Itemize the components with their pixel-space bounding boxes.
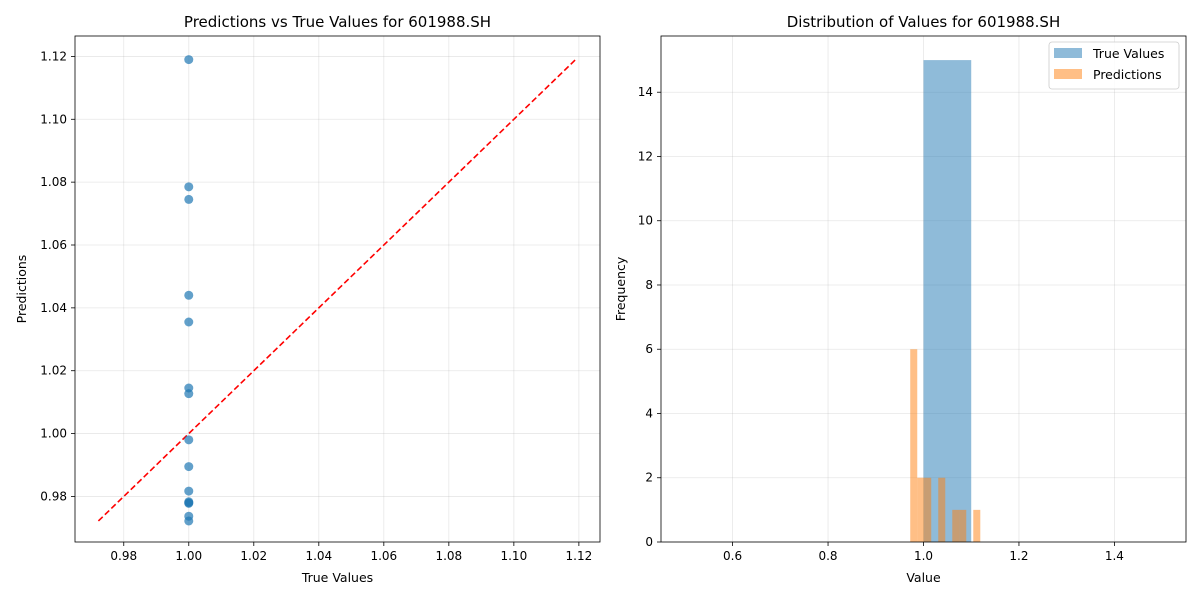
scatter-y-ticks: 0.98 1.00 1.02 1.04 1.06 1.08 1.10 1.12 <box>40 49 75 503</box>
scatter-point <box>184 317 194 327</box>
scatter-grid <box>75 36 600 542</box>
histogram-y-tick-label: 10 <box>638 214 653 228</box>
predictions-bar <box>910 349 918 542</box>
scatter-point <box>184 462 194 472</box>
scatter-x-axis-label: True Values <box>301 570 373 585</box>
scatter-point <box>184 516 194 526</box>
histogram-x-tick-label: 0.6 <box>723 549 742 563</box>
true-values-bar <box>923 60 972 542</box>
scatter-x-tick-label: 1.04 <box>305 549 332 563</box>
scatter-x-tick-label: 1.06 <box>370 549 397 563</box>
histogram-y-tick-label: 2 <box>645 471 653 485</box>
scatter-x-tick-label: 1.02 <box>240 549 267 563</box>
histogram-y-tick-label: 8 <box>645 278 653 292</box>
histogram-x-tick-label: 1.0 <box>914 549 933 563</box>
predictions-bar <box>924 477 932 542</box>
legend-swatch-predictions <box>1054 69 1082 79</box>
histogram-y-tick-label: 4 <box>645 406 653 420</box>
scatter-y-tick-label: 1.12 <box>40 49 67 63</box>
scatter-x-tick-label: 0.98 <box>110 549 137 563</box>
histogram-y-ticks: 0 2 4 6 8 10 12 14 <box>638 85 661 549</box>
histogram-x-tick-label: 1.4 <box>1105 549 1124 563</box>
predictions-bar <box>959 509 967 542</box>
scatter-point <box>184 486 194 496</box>
scatter-y-tick-label: 1.08 <box>40 175 67 189</box>
legend-label-predictions: Predictions <box>1093 67 1162 82</box>
histogram-bars <box>910 60 981 542</box>
scatter-point <box>184 290 194 300</box>
perfect-prediction-line <box>97 58 577 522</box>
predictions-bar <box>938 477 946 542</box>
histogram-x-axis-label: Value <box>906 570 941 585</box>
histogram-x-ticks: 0.6 0.8 1.0 1.2 1.4 <box>723 542 1124 563</box>
scatter-x-tick-label: 1.10 <box>500 549 527 563</box>
predictions-bar <box>952 509 960 542</box>
predictions-bar <box>973 509 981 542</box>
scatter-point <box>184 55 194 65</box>
predictions-bar <box>917 477 925 542</box>
scatter-point <box>184 435 194 445</box>
histogram-y-tick-label: 14 <box>638 85 653 99</box>
scatter-y-tick-label: 1.04 <box>40 301 67 315</box>
scatter-panel: 0.98 1.00 1.02 1.04 1.06 1.08 1.10 1.12 0.98 1.0… <box>14 13 601 585</box>
scatter-y-axis-label: Predictions <box>14 255 29 324</box>
histogram-legend: True Values Predictions <box>1048 41 1180 90</box>
scatter-y-tick-label: 1.10 <box>40 112 67 126</box>
scatter-y-tick-label: 0.98 <box>40 489 67 503</box>
scatter-y-tick-label: 1.06 <box>40 238 67 252</box>
histogram-y-tick-label: 0 <box>645 535 653 549</box>
histogram-y-axis-label: Frequency <box>613 256 628 321</box>
scatter-points <box>184 55 194 526</box>
scatter-y-tick-label: 1.00 <box>40 427 67 441</box>
histogram-y-tick-label: 12 <box>638 149 653 163</box>
scatter-point <box>184 182 194 192</box>
legend-swatch-true-values <box>1054 48 1082 58</box>
histogram-panel: 0.6 0.8 1.0 1.2 1.4 0 2 4 6 8 10 12 14 Distribution… <box>613 13 1187 585</box>
scatter-y-tick-label: 1.02 <box>40 364 67 378</box>
histogram-y-tick-label: 6 <box>645 342 653 356</box>
histogram-x-tick-label: 1.2 <box>1009 549 1028 563</box>
scatter-x-ticks: 0.98 1.00 1.02 1.04 1.06 1.08 1.10 1.12 <box>110 542 592 563</box>
scatter-diagonal-group <box>97 58 577 522</box>
scatter-x-tick-label: 1.08 <box>435 549 462 563</box>
histogram-title: Distribution of Values for 601988.SH <box>787 13 1061 31</box>
scatter-x-tick-label: 1.00 <box>175 549 202 563</box>
scatter-point <box>184 194 194 204</box>
scatter-axes-frame <box>74 35 601 543</box>
histogram-x-tick-label: 0.8 <box>818 549 837 563</box>
legend-label-true-values: True Values <box>1092 46 1164 61</box>
scatter-point <box>184 389 194 399</box>
scatter-point <box>184 497 194 507</box>
scatter-title: Predictions vs True Values for 601988.SH <box>184 13 491 31</box>
scatter-x-tick-label: 1.12 <box>566 549 593 563</box>
